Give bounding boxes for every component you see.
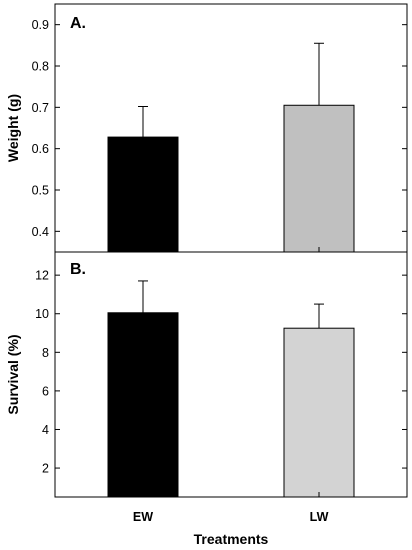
y-tick-label: 8 — [42, 346, 49, 360]
y-axis-title: Survival (%) — [5, 334, 21, 414]
y-tick-label: 6 — [42, 384, 49, 398]
x-axis-title: Treatments — [194, 531, 269, 547]
y-tick-label: 0.7 — [32, 101, 49, 115]
x-category-label-lw: LW — [310, 510, 329, 524]
x-category-label-ew: EW — [133, 510, 153, 524]
bar-ew — [107, 312, 179, 498]
y-tick-label: 0.8 — [32, 60, 49, 74]
bar-lw — [283, 104, 355, 253]
y-tick-label: 4 — [42, 423, 49, 437]
bar-lw — [283, 327, 355, 498]
panel-label: B. — [70, 261, 86, 278]
bar-ew — [107, 136, 179, 253]
y-tick-label: 0.6 — [32, 142, 49, 156]
panel-b-survival: 2 4 6 8 10 12 B. Survival (%) — [5, 251, 408, 498]
panel-a-weight: 0.4 0.5 0.6 0.7 0.8 0.9 A. Weight (g) — [5, 3, 408, 253]
y-tick-label: 2 — [42, 462, 49, 476]
y-tick-label: 0.4 — [32, 225, 49, 239]
y-tick-label: 10 — [35, 307, 49, 321]
panel-label: A. — [70, 15, 86, 32]
y-tick-label: 0.9 — [32, 18, 49, 32]
y-axis-title: Weight (g) — [5, 94, 21, 162]
y-tick-label: 0.5 — [32, 184, 49, 198]
y-tick-label: 12 — [35, 269, 49, 283]
plot-frame — [54, 251, 408, 498]
